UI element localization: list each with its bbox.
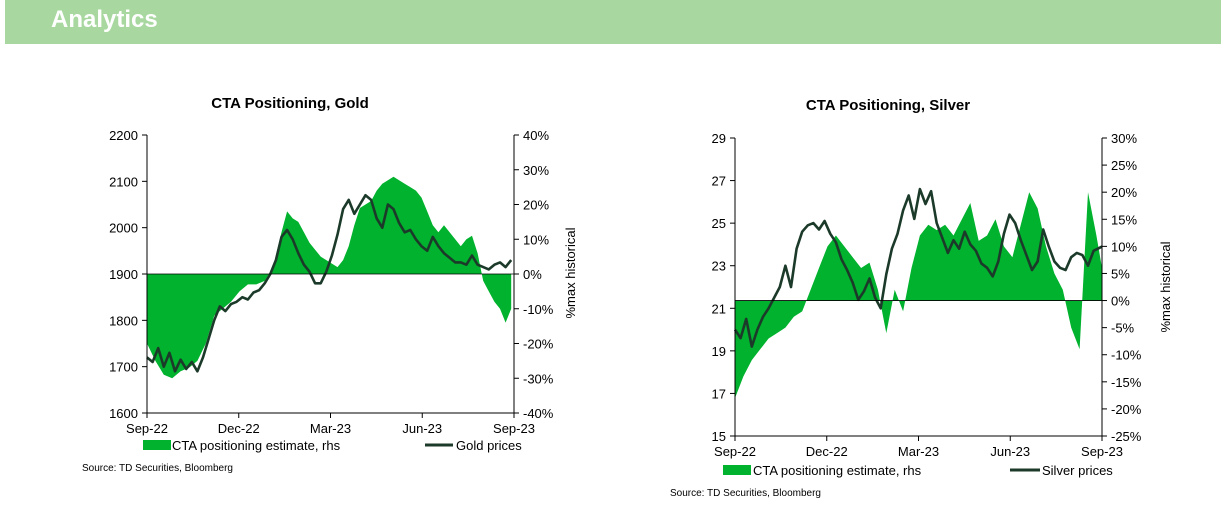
right-tick-label: -20%	[1111, 402, 1142, 417]
left-tick-label: 2100	[109, 174, 138, 189]
chart-title: CTA Positioning, Silver	[806, 97, 970, 114]
x-tick-label: Sep-23	[1081, 444, 1123, 459]
right-tick-label: -20%	[523, 337, 554, 352]
left-tick-label: 25	[712, 216, 726, 231]
legend: CTA positioning estimate, rhs Silver pri…	[723, 463, 1113, 478]
legend-line-label: Silver prices	[1042, 463, 1113, 478]
section-banner: Analytics	[5, 0, 1221, 44]
legend: CTA positioning estimate, rhs Gold price…	[143, 438, 522, 453]
right-tick-label: -30%	[523, 371, 554, 386]
left-tick-label: 2200	[109, 128, 138, 143]
right-axis-title: %max historical	[563, 227, 578, 318]
right-tick-label: 0%	[523, 267, 542, 282]
source-note: Source: TD Securities, Bloomberg	[82, 463, 233, 474]
right-tick-label: 10%	[1111, 239, 1137, 254]
right-tick-label: 30%	[523, 163, 549, 178]
right-tick-label: 20%	[1111, 185, 1137, 200]
series-area-positioning	[735, 192, 1102, 399]
right-tick-label: -10%	[1111, 348, 1142, 363]
right-tick-label: 10%	[523, 232, 549, 247]
right-tick-label: 0%	[1111, 294, 1130, 309]
x-tick-label: Dec-22	[218, 421, 260, 436]
right-tick-label: 25%	[1111, 158, 1137, 173]
source-note: Source: TD Securities, Bloomberg	[670, 488, 821, 499]
gold-cta-chart: CTA Positioning, Gold 2200 2100 2000 1900 18…	[82, 95, 578, 474]
x-tick-label: Sep-22	[714, 444, 756, 459]
series-line-price	[733, 187, 1103, 348]
right-tick-label: 15%	[1111, 212, 1137, 227]
left-tick-label: 19	[712, 344, 726, 359]
x-tick-label: Mar-23	[898, 444, 939, 459]
right-tick-label: -25%	[1111, 429, 1142, 444]
legend-area-label: CTA positioning estimate, rhs	[172, 438, 341, 453]
series-line-price	[146, 193, 513, 373]
chart-title: CTA Positioning, Gold	[211, 95, 368, 112]
x-tick-label: Jun-23	[990, 444, 1030, 459]
series-area-positioning	[147, 176, 512, 379]
x-tick-label: Sep-22	[126, 421, 168, 436]
right-tick-label: -15%	[1111, 375, 1142, 390]
legend-line-label: Gold prices	[456, 438, 522, 453]
x-tick-label: Dec-22	[806, 444, 848, 459]
x-tick-label: Sep-23	[493, 421, 535, 436]
x-tick-label: Jun-23	[402, 421, 442, 436]
right-tick-label: 30%	[1111, 131, 1137, 146]
left-tick-label: 1700	[109, 360, 138, 375]
left-tick-label: 1900	[109, 267, 138, 282]
right-tick-label: -5%	[1111, 321, 1135, 336]
left-tick-label: 1800	[109, 313, 138, 328]
left-tick-label: 27	[712, 174, 726, 189]
x-tick-label: Mar-23	[310, 421, 351, 436]
legend-area-swatch	[723, 465, 751, 475]
right-tick-label: -10%	[523, 302, 554, 317]
right-axis-title: %max historical	[1158, 241, 1173, 332]
left-tick-label: 21	[712, 301, 726, 316]
left-tick-label: 29	[712, 131, 726, 146]
left-tick-label: 2000	[109, 221, 138, 236]
left-tick-label: 17	[712, 386, 726, 401]
left-tick-label: 23	[712, 259, 726, 274]
silver-cta-chart: CTA Positioning, Silver 29 27 25 23 21 19 17 15…	[670, 97, 1173, 499]
right-tick-label: -40%	[523, 406, 554, 421]
left-tick-label: 15	[712, 429, 726, 444]
right-tick-label: 40%	[523, 128, 549, 143]
right-tick-label: 20%	[523, 198, 549, 213]
right-tick-label: 5%	[1111, 266, 1130, 281]
section-title: Analytics	[51, 6, 158, 33]
legend-area-swatch	[143, 440, 171, 450]
left-tick-label: 1600	[109, 406, 138, 421]
legend-area-label: CTA positioning estimate, rhs	[753, 463, 922, 478]
